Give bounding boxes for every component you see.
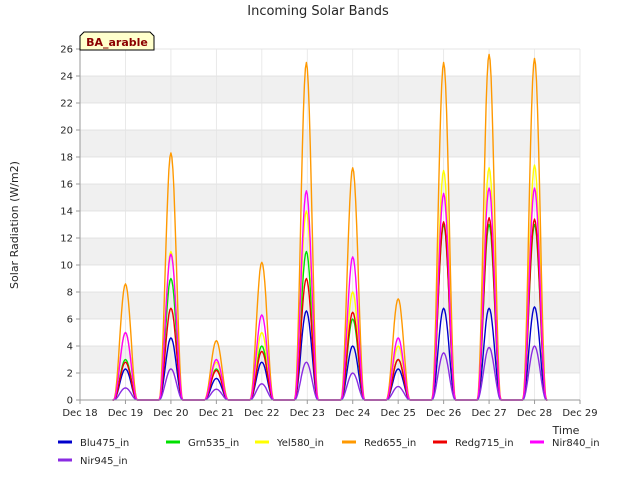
x-tick-label: Dec 18	[62, 408, 97, 419]
background-band	[80, 346, 580, 373]
legend-item-nir945_in: Nir945_in	[58, 456, 128, 467]
legend-item-grn535_in: Grn535_in	[166, 438, 239, 449]
legend-label: Redg715_in	[455, 438, 514, 449]
legend-label: Yel580_in	[276, 438, 324, 449]
y-tick-label: 20	[60, 126, 73, 137]
y-tick-label: 16	[60, 180, 73, 191]
legend-label: Nir945_in	[80, 456, 128, 467]
y-tick-label: 2	[67, 369, 73, 380]
legend-item-blu475_in: Blu475_in	[58, 438, 129, 449]
y-tick-label: 26	[60, 45, 73, 56]
site-label-box: BA_arable	[79, 31, 155, 51]
y-tick-label: 12	[60, 234, 73, 245]
x-tick-label: Dec 24	[335, 408, 370, 419]
x-tick-label: Dec 27	[471, 408, 506, 419]
x-axis-label: Time	[552, 424, 580, 437]
legend-label: Grn535_in	[188, 438, 239, 449]
y-tick-label: 14	[60, 207, 73, 218]
x-axis: Dec 18 Dec 19 Dec 20 Dec 21 Dec 22 Dec 23 Dec …	[62, 399, 598, 419]
x-tick-label: Dec 26	[426, 408, 461, 419]
y-tick-label: 24	[60, 72, 73, 83]
legend-label: Nir840_in	[552, 438, 600, 449]
legend-item-yel580_in: Yel580_in	[255, 438, 324, 449]
site-label: BA_arable	[86, 36, 148, 49]
y-axis-label: Solar Radiation (W/m2)	[8, 161, 21, 289]
background-band	[80, 238, 580, 265]
chart-title: Incoming Solar Bands	[247, 4, 389, 19]
y-tick-label: 4	[67, 342, 73, 353]
x-tick-label: Dec 21	[199, 408, 234, 419]
background-band	[80, 292, 580, 319]
y-tick-label: 6	[67, 315, 73, 326]
plot-background	[80, 49, 580, 400]
y-tick-label: 0	[67, 396, 73, 407]
legend: Blu475_in Grn535_in Yel580_in Red655_in Redg…	[58, 438, 600, 467]
x-tick-label: Dec 20	[153, 408, 188, 419]
x-tick-label: Dec 28	[517, 408, 552, 419]
legend-label: Red655_in	[364, 438, 416, 449]
background-band	[80, 76, 580, 103]
legend-item-redg715_in: Redg715_in	[433, 438, 514, 449]
x-tick-label: Dec 25	[381, 408, 416, 419]
legend-label: Blu475_in	[80, 438, 129, 449]
x-tick-label: Dec 29	[562, 408, 597, 419]
y-tick-label: 10	[60, 261, 73, 272]
x-tick-label: Dec 22	[244, 408, 279, 419]
x-tick-label: Dec 23	[290, 408, 325, 419]
y-tick-label: 8	[67, 288, 73, 299]
background-band	[80, 130, 580, 157]
y-tick-label: 18	[60, 153, 73, 164]
legend-item-red655_in: Red655_in	[342, 438, 416, 449]
x-tick-label: Dec 19	[108, 408, 143, 419]
y-tick-label: 22	[60, 99, 73, 110]
legend-item-nir840_in: Nir840_in	[530, 438, 600, 449]
background-band	[80, 184, 580, 211]
